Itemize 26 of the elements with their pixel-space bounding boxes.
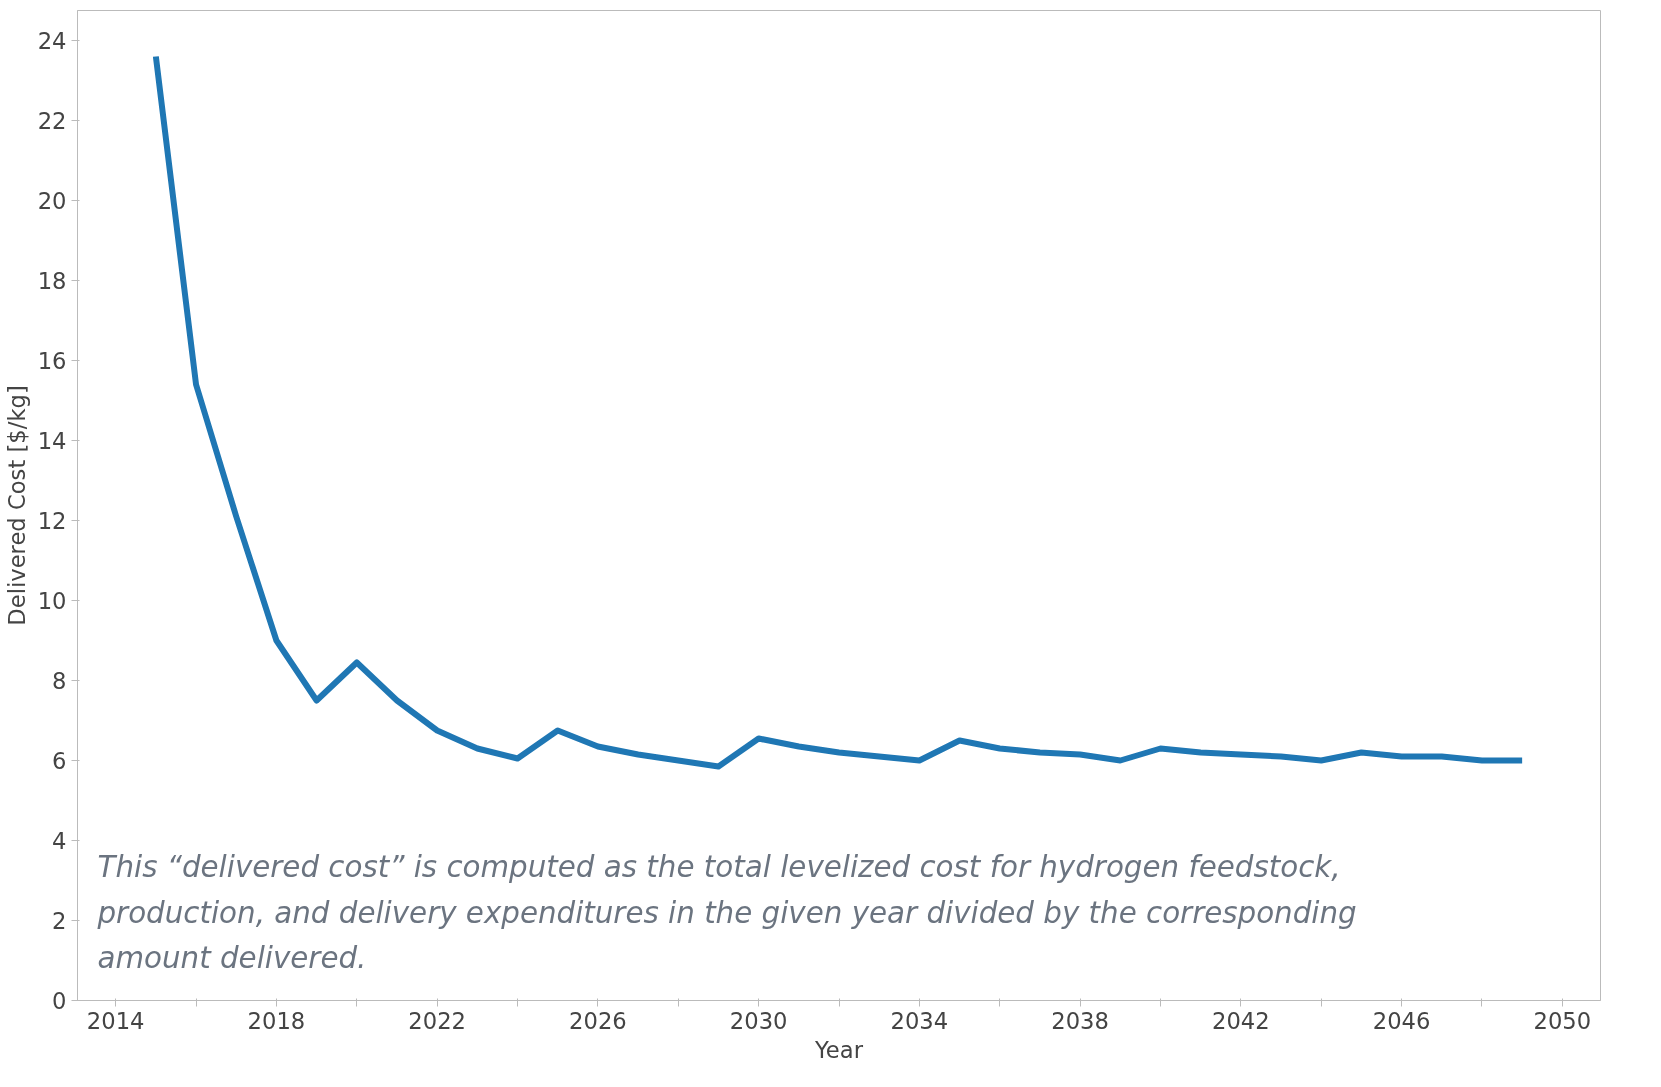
y-tick-label: 14 — [37, 428, 67, 454]
x-tick-label: 2018 — [247, 1007, 306, 1034]
x-axis-title: Year — [814, 1036, 864, 1063]
y-tick-label: 16 — [37, 348, 67, 374]
y-tick-label: 20 — [37, 188, 67, 214]
x-tick-label: 2046 — [1372, 1007, 1431, 1034]
y-tick-label: 12 — [37, 508, 67, 534]
y-tick-label: 2 — [52, 908, 67, 934]
y-axis-title: Delivered Cost [$/kg] — [3, 385, 30, 626]
y-tick-label: 22 — [37, 108, 67, 134]
y-tick-label: 4 — [52, 828, 67, 854]
annotation: This “delivered cost” is computed as the total levelized cost for hydrogen feedstock, production, and delivery expenditures in the given year divided by the corresponding amount delivered. — [96, 849, 1357, 976]
x-tick-label: 2050 — [1533, 1007, 1592, 1034]
y-tick-label: 18 — [37, 268, 67, 294]
x-tick-label: 2034 — [890, 1007, 949, 1034]
y-tick-label: 8 — [52, 668, 67, 694]
y-tick-label: 0 — [52, 988, 67, 1014]
x-tick-label: 2022 — [408, 1007, 466, 1034]
y-tick-label: 24 — [37, 28, 67, 54]
x-tick-label: 2014 — [86, 1007, 145, 1034]
x-tick-label: 2038 — [1051, 1007, 1109, 1034]
y-tick-label: 10 — [37, 588, 67, 614]
x-tick-label: 2026 — [569, 1007, 627, 1034]
x-tick-label: 2042 — [1212, 1007, 1270, 1034]
x-tick-label: 2030 — [729, 1007, 788, 1034]
y-tick-label: 6 — [52, 748, 67, 774]
